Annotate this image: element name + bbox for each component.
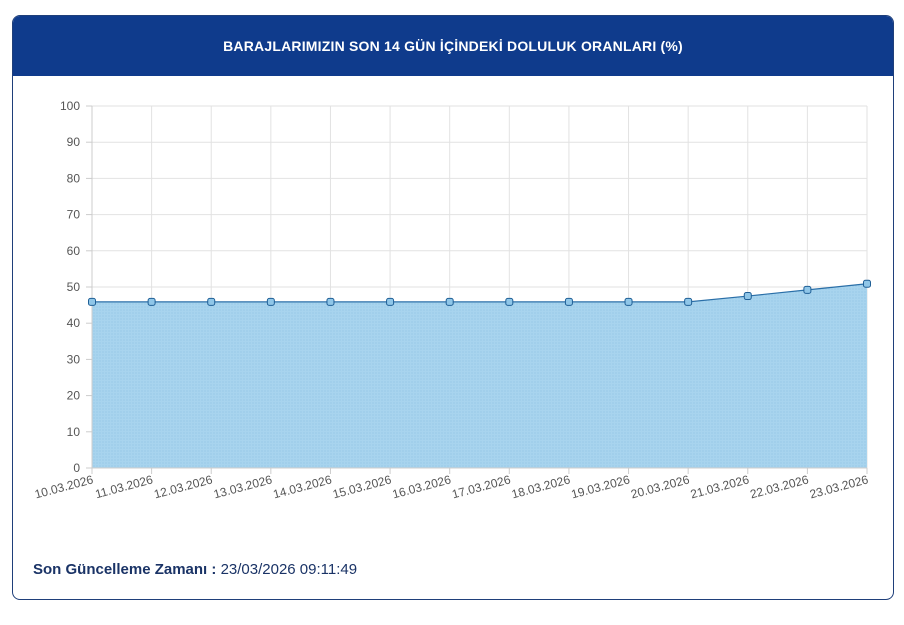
x-tick-label: 14.03.2026 <box>272 472 334 501</box>
series-line <box>92 283 868 303</box>
x-tick-label: 15.03.2026 <box>331 472 393 501</box>
chart-area <box>92 283 868 468</box>
data-point <box>564 297 573 306</box>
y-tick-label: 60 <box>67 244 81 258</box>
last-update-value: 23/03/2026 09:11:49 <box>220 561 358 578</box>
last-update-label: Son Güncelleme Zamanı : <box>33 561 217 578</box>
y-tick-label: 90 <box>67 135 81 149</box>
x-tick-label: 22.03.2026 <box>749 472 811 501</box>
x-tick-label: 19.03.2026 <box>570 472 632 501</box>
data-point <box>326 297 335 306</box>
data-point <box>505 297 514 306</box>
y-tick-label: 50 <box>67 280 81 294</box>
data-point <box>743 292 752 301</box>
card-header: BARAJLARIMIZIN SON 14 GÜN İÇİNDEKİ DOLUL… <box>13 16 893 76</box>
chart-title: BARAJLARIMIZIN SON 14 GÜN İÇİNDEKİ DOLUL… <box>223 38 683 54</box>
chart-markers <box>88 279 871 306</box>
x-tick-label: 16.03.2026 <box>391 472 453 501</box>
data-point <box>863 279 871 288</box>
data-point <box>207 297 216 306</box>
series-area-fill <box>92 283 867 468</box>
y-tick-label: 20 <box>67 389 81 403</box>
y-tick-label: 10 <box>67 425 81 439</box>
x-tick-label: 13.03.2026 <box>212 472 274 501</box>
y-tick-label: 30 <box>67 352 81 366</box>
y-tick-label: 0 <box>73 461 80 475</box>
data-point <box>624 297 633 306</box>
last-update: Son Güncelleme Zamanı : 23/03/2026 09:11… <box>33 561 357 578</box>
x-tick-label: 21.03.2026 <box>689 472 751 501</box>
data-point <box>803 285 812 294</box>
x-tick-label: 20.03.2026 <box>629 472 691 501</box>
data-point <box>386 297 395 306</box>
data-point <box>147 297 156 306</box>
x-tick-label: 11.03.2026 <box>94 472 155 501</box>
data-point <box>684 297 693 306</box>
x-tick-label: 23.03.2026 <box>808 472 870 501</box>
data-point <box>445 297 454 306</box>
x-tick-label: 18.03.2026 <box>510 472 572 501</box>
x-tick-label: 10.03.2026 <box>33 472 95 501</box>
x-tick-label: 12.03.2026 <box>152 472 214 501</box>
y-tick-label: 80 <box>67 171 81 185</box>
data-point <box>88 297 96 306</box>
y-tick-label: 70 <box>67 208 81 222</box>
y-tick-label: 100 <box>60 99 80 113</box>
y-tick-label: 40 <box>67 316 81 330</box>
x-tick-label: 17.03.2026 <box>450 472 512 501</box>
data-point <box>266 297 275 306</box>
